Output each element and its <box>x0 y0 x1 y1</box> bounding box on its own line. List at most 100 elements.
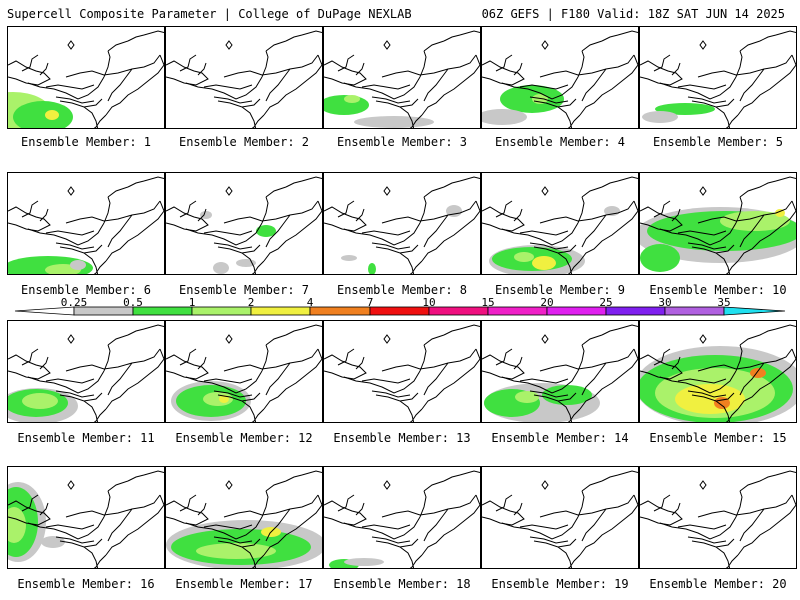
coastline <box>617 324 638 330</box>
coastline <box>355 356 365 370</box>
coastline <box>203 230 253 236</box>
coastline <box>737 54 796 116</box>
coastline <box>223 494 319 518</box>
ensemble-member-panel <box>639 466 797 569</box>
coastline <box>301 176 322 182</box>
coastline <box>103 490 111 518</box>
coastline <box>539 348 635 372</box>
ensemble-member-panel <box>323 466 481 569</box>
scp-contour-fill <box>213 262 229 274</box>
coastline <box>301 470 322 476</box>
coastline <box>343 516 421 540</box>
coastline <box>261 344 269 372</box>
coastline <box>421 348 480 410</box>
panel-map <box>166 324 322 422</box>
coastline <box>197 502 207 516</box>
coastline <box>759 328 777 336</box>
ensemble-member-panel <box>165 172 323 275</box>
coastline <box>285 34 303 42</box>
coastline <box>65 200 161 224</box>
coastline <box>371 390 411 398</box>
coastline <box>107 186 129 198</box>
ensemble-member-panel <box>481 320 639 423</box>
scp-contour-fill <box>22 393 58 409</box>
coastline <box>567 408 581 422</box>
panel-map <box>166 176 322 274</box>
coastline <box>261 196 269 224</box>
colorbar-tick-label: 4 <box>307 297 314 309</box>
coastline <box>519 378 569 384</box>
coastline <box>39 356 49 370</box>
coastline <box>203 84 253 90</box>
panel-map <box>640 324 796 422</box>
panel-map <box>482 176 638 274</box>
scp-contour-fill <box>41 536 65 548</box>
scp-contour-fill <box>642 111 678 123</box>
ensemble-member-panel <box>323 172 481 275</box>
coastline <box>105 200 164 262</box>
panel-map <box>640 176 796 274</box>
coastline <box>265 68 291 102</box>
coastline <box>83 400 99 422</box>
member-caption: Ensemble Member: 12 <box>175 431 313 445</box>
colorbar-tick-label: 25 <box>599 297 612 309</box>
coastline <box>737 348 796 410</box>
scp-contour-fill <box>344 95 360 103</box>
panel-map <box>8 30 164 128</box>
coastline <box>337 494 355 512</box>
scp-contour-fill <box>714 397 730 409</box>
coastline <box>659 222 737 246</box>
coastline <box>265 362 291 396</box>
scp-contour-fill <box>219 395 229 403</box>
member-caption: Ensemble Member: 1 <box>20 135 152 149</box>
station-marker-icon <box>541 40 549 50</box>
coastline <box>409 260 423 274</box>
coastline <box>166 60 209 86</box>
station-marker-icon <box>67 186 75 196</box>
coastline <box>423 68 449 102</box>
coastline <box>529 536 569 544</box>
coastline <box>179 494 197 512</box>
panel-map <box>8 324 164 422</box>
member-caption: Ensemble Member: 6 <box>20 283 152 297</box>
panel-map <box>8 176 164 274</box>
coastline <box>715 546 731 568</box>
member-caption: Ensemble Member: 19 <box>491 577 629 591</box>
coastline <box>143 176 164 182</box>
coastline <box>601 180 619 188</box>
scp-contour-fill <box>70 260 86 270</box>
coastline <box>737 200 796 262</box>
valid-time-label: 06Z GEFS | F180 Valid: 18Z SAT JUN 14 20… <box>481 7 785 21</box>
coastline <box>567 554 581 568</box>
ensemble-member-panel <box>7 26 165 129</box>
station-marker-icon <box>541 480 549 490</box>
coastline <box>579 348 638 410</box>
coastline <box>223 200 319 224</box>
panel-map <box>166 30 322 128</box>
coastline <box>577 50 585 78</box>
coastline <box>213 536 253 544</box>
coastline <box>775 324 796 330</box>
coastline <box>419 196 427 224</box>
coastline <box>21 494 39 512</box>
coastline <box>581 508 607 542</box>
coastline <box>39 62 49 76</box>
coastline <box>83 106 99 128</box>
coastline <box>263 54 322 116</box>
scp-contour-fill <box>354 116 434 128</box>
scp-contour-fill <box>368 263 376 274</box>
colorbar-tick-label: 20 <box>540 297 553 309</box>
ensemble-member-panel <box>481 466 639 569</box>
coastline <box>687 242 727 250</box>
coastline <box>127 474 145 482</box>
coastline <box>581 334 603 346</box>
colorbar-segment <box>664 306 725 316</box>
coastline <box>285 474 303 482</box>
coastline <box>185 370 263 394</box>
coastline <box>443 34 461 42</box>
ensemble-member-panel <box>7 466 165 569</box>
coastline <box>107 214 133 248</box>
coastline <box>166 500 209 526</box>
panel-map <box>324 324 480 422</box>
member-caption: Ensemble Member: 7 <box>178 283 310 297</box>
